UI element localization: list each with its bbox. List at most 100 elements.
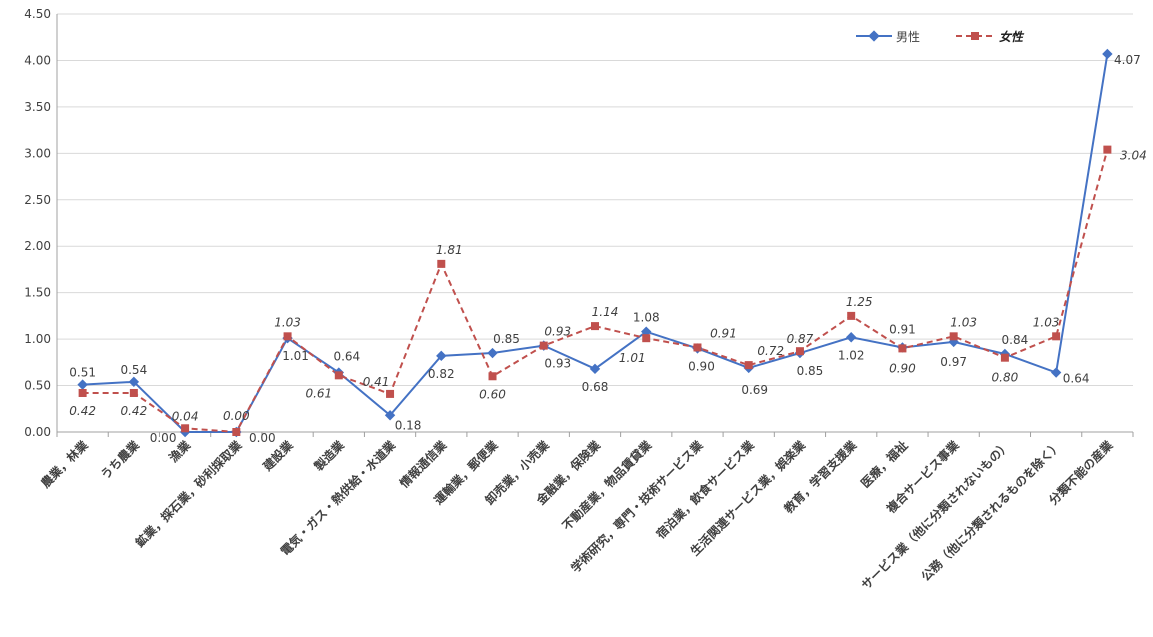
- female-data-label: 1.03: [274, 315, 301, 329]
- x-tick-label: 宿泊業，飲食サービス業: [653, 437, 758, 542]
- male-data-label: 4.07: [1114, 53, 1141, 67]
- male-data-point: [128, 376, 140, 388]
- female-data-point: [181, 424, 190, 433]
- male-data-label: 1.02: [838, 348, 865, 362]
- y-tick-label: 2.00: [24, 239, 51, 253]
- x-tick-label: 農業，林業: [38, 437, 92, 491]
- x-tick-label: 製造業: [310, 437, 347, 474]
- female-data-label: 0.61: [305, 386, 332, 400]
- y-axis: 0.00 0.50 1.00 1.50 2.00 2.50 3.00 3.50 4.00 4.50: [24, 7, 58, 439]
- x-tick-label: 不動産業，物品賃貸業: [559, 437, 655, 533]
- female-data-label: 0.72: [757, 344, 784, 358]
- x-tick-label: うち農業: [97, 437, 142, 482]
- female-data-label: 0.04: [172, 409, 199, 423]
- female-data-label: 0.93: [544, 325, 571, 339]
- male-data-point: [487, 347, 498, 359]
- male-data-label: 0.51: [69, 366, 96, 380]
- male-data-label: 0.54: [120, 363, 147, 377]
- female-data-point: [744, 361, 753, 370]
- y-tick-label: 2.50: [24, 193, 51, 207]
- male-data-label: 0.91: [889, 322, 916, 336]
- male-data-label: 0.82: [428, 367, 455, 381]
- male-data-label: 0.64: [333, 350, 360, 364]
- y-tick-label: 4.50: [24, 7, 51, 21]
- female-data-label: 1.03: [950, 315, 977, 329]
- female-data-label: 1.01: [619, 351, 646, 365]
- legend-female-marker: [971, 32, 979, 40]
- female-data-point: [1103, 145, 1112, 154]
- male-data-label: 1.01: [282, 349, 309, 363]
- male-data-label: 0.85: [493, 332, 520, 346]
- male-data-label: 0.00: [150, 431, 177, 445]
- male-data-point: [77, 379, 88, 390]
- female-data-label: 1.25: [846, 295, 873, 309]
- female-data-point: [78, 388, 87, 397]
- female-data-label: 0.42: [69, 404, 96, 418]
- legend: 男性 女性: [856, 30, 1025, 44]
- male-data-label: 0.00: [249, 431, 276, 445]
- female-data-point: [129, 388, 138, 397]
- male-data-label: 0.18: [395, 418, 422, 432]
- male-data-label: 0.68: [582, 380, 609, 394]
- female-data-label: 0.90: [889, 361, 916, 375]
- y-tick-label: 0.50: [24, 379, 51, 393]
- male-data-label: 0.84: [1002, 333, 1029, 347]
- female-data-label: 0.60: [479, 387, 506, 401]
- male-data-point: [384, 410, 396, 421]
- female-data-label: 0.41: [363, 375, 390, 389]
- female-data-point: [591, 322, 599, 331]
- female-data-label: 0.42: [120, 404, 147, 418]
- female-data-point: [386, 389, 395, 398]
- female-data-point: [437, 259, 446, 268]
- series-markers: [77, 48, 1113, 438]
- female-data-point: [847, 311, 856, 320]
- female-data-point: [232, 428, 241, 436]
- male-data-point: [1050, 367, 1062, 378]
- male-data-label: 0.93: [544, 357, 571, 371]
- grid-lines: [57, 13, 1133, 433]
- y-tick-label: 1.00: [24, 332, 51, 346]
- y-tick-label: 1.50: [24, 286, 51, 300]
- male-data-label: 0.64: [1063, 372, 1090, 386]
- female-data-label: 1.14: [592, 305, 619, 319]
- male-data-label: 0.69: [741, 383, 768, 397]
- legend-male-marker: [868, 30, 880, 42]
- female-data-point: [488, 372, 497, 381]
- y-tick-label: 0.00: [24, 425, 51, 439]
- female-data-point: [642, 334, 651, 343]
- male-data-label: 0.85: [797, 364, 824, 378]
- female-data-point: [334, 371, 343, 380]
- legend-female-label: 女性: [999, 30, 1025, 44]
- female-data-label: 1.03: [1033, 315, 1060, 329]
- male-data-label: 0.90: [688, 359, 715, 373]
- data-labels: 0.51 0.54 0.00 0.00 1.01 0.64 0.18 0.82 0.85 0.93…: [69, 53, 1146, 445]
- female-data-point: [1000, 353, 1009, 362]
- female-data-label: 0.00: [223, 409, 250, 423]
- x-tick-label: 鉱業，採石業，砂利採取業: [132, 437, 245, 550]
- female-data-point: [539, 341, 548, 350]
- y-tick-label: 3.00: [24, 146, 51, 160]
- x-tick-label: 情報通信業: [396, 437, 450, 491]
- female-data-point: [898, 344, 907, 353]
- female-data-point: [693, 343, 702, 352]
- male-data-label: 0.97: [940, 355, 967, 369]
- female-data-point: [283, 332, 292, 341]
- male-data-point: [1102, 48, 1113, 60]
- series-lines: [82, 53, 1109, 434]
- female-data-point: [795, 347, 804, 356]
- male-series-line: [82, 53, 1109, 433]
- female-data-label: 1.81: [436, 243, 463, 257]
- y-tick-label: 4.00: [24, 53, 51, 67]
- female-data-point: [1052, 332, 1061, 341]
- male-data-point: [845, 332, 857, 343]
- male-data-label: 1.08: [633, 311, 660, 325]
- male-data-point: [436, 350, 447, 362]
- female-data-label: 3.04: [1120, 149, 1147, 163]
- female-data-label: 0.87: [787, 332, 814, 346]
- y-tick-label: 3.50: [24, 100, 51, 114]
- male-data-point: [589, 363, 601, 375]
- female-data-label: 0.91: [710, 326, 737, 340]
- x-tick-label: 医療，福祉: [858, 438, 911, 491]
